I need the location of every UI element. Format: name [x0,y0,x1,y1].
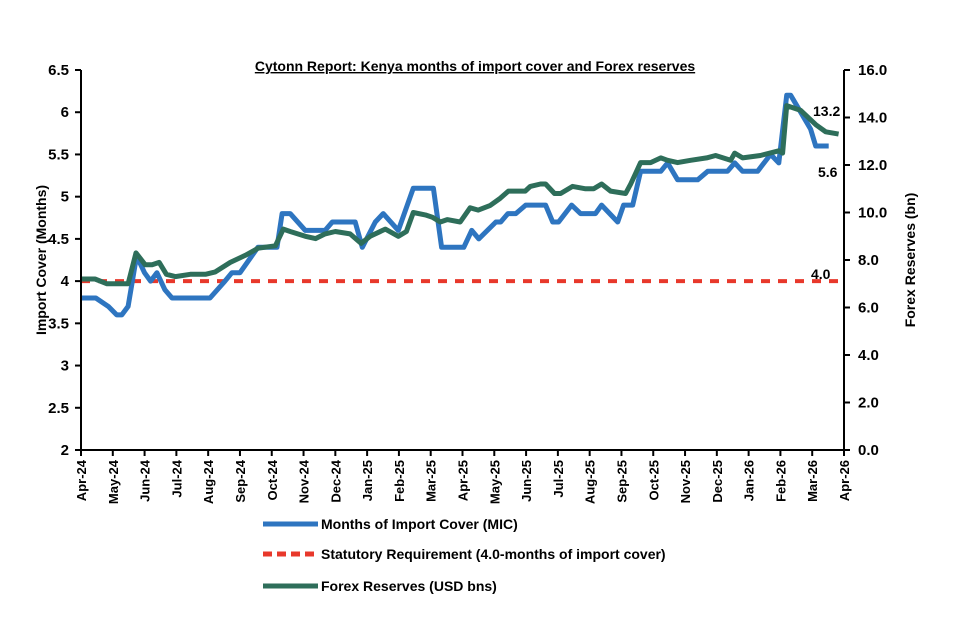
right-tick-label: 6.0 [858,300,879,317]
x-tick-label: Dec-24 [328,459,343,502]
series-lines [81,92,844,318]
x-tick-label: Feb-26 [773,460,788,502]
left-tick-label: 5 [61,189,69,206]
legend-label-mic: Months of Import Cover (MIC) [321,516,518,532]
legend-item-forex: Forex Reserves (USD bns) [263,578,497,594]
legend-item-mic: Months of Import Cover (MIC) [263,516,518,532]
x-tick-label: Jan-26 [742,460,757,501]
x-tick-label: Jan-25 [360,460,375,501]
x-tick-label: Aug-24 [201,459,216,504]
left-axis-title: Import Cover (Months) [33,185,49,335]
x-tick-label: Feb-25 [392,460,407,502]
x-tick-label: Sep-25 [614,460,629,503]
right-axis-title: Forex Reserves (bn) [902,193,918,328]
left-tick-label: 4.5 [48,231,69,248]
left-tick-label: 6 [61,104,69,121]
left-tick-label: 6.5 [48,62,69,79]
x-axis-ticks: Apr-24 May-24 Jun-24 Jul-24 Aug-24 Sep-24 Oct-… [74,450,852,504]
x-tick-label: Oct-24 [265,459,280,500]
x-tick-label: Jun-24 [138,459,153,502]
legend-label-statutory: Statutory Requirement (4.0-months of imp… [321,546,666,562]
x-tick-label: Oct-25 [646,460,661,500]
x-tick-label: Aug-25 [583,460,598,504]
right-tick-label: 0.0 [858,442,879,459]
x-tick-label: Sep-24 [233,459,248,502]
left-tick-label: 2.5 [48,400,69,417]
left-tick-label: 5.5 [48,146,69,163]
x-tick-label: Nov-25 [678,460,693,503]
legend: Months of Import Cover (MIC) Statutory R… [263,516,666,594]
axes [80,70,845,451]
x-tick-label: Mar-26 [805,460,820,502]
left-tick-label: 3 [61,358,69,375]
legend-item-statutory: Statutory Requirement (4.0-months of imp… [263,546,666,562]
right-axis-ticks: 0.0 2.0 4.0 6.0 8.0 10.0 12.0 14.0 16.0 [844,62,887,459]
right-tick-label: 14.0 [858,110,887,127]
annotation-statutory: 4.0 [811,266,831,282]
left-axis-ticks: 2 2.5 3 3.5 4 4.5 5 5.5 6 6.5 [48,62,81,459]
x-tick-label: Jul-24 [169,459,184,497]
x-tick-label: Jul-25 [551,460,566,498]
x-tick-label: Mar-25 [424,460,439,502]
x-tick-label: May-25 [487,460,502,504]
annotation-forex-last: 13.2 [813,103,840,119]
x-tick-label: Dec-25 [710,460,725,503]
x-tick-label: Nov-24 [297,459,312,503]
left-tick-label: 2 [61,442,69,459]
right-tick-label: 2.0 [858,395,879,412]
right-tick-label: 16.0 [858,62,887,79]
annotation-mic-last: 5.6 [818,164,838,180]
series-line-0 [81,92,829,318]
x-tick-label: Jun-25 [519,460,534,502]
x-tick-label: May-24 [106,459,121,504]
series-line-2 [81,103,840,287]
legend-label-forex: Forex Reserves (USD bns) [321,578,497,594]
right-tick-label: 4.0 [858,347,879,364]
x-tick-label: Apr-25 [456,460,471,501]
right-tick-label: 8.0 [858,252,879,269]
left-tick-label: 3.5 [48,315,69,332]
x-tick-label: Apr-26 [837,460,852,501]
right-tick-label: 12.0 [858,157,887,174]
left-tick-label: 4 [61,273,70,290]
chart-title: Cytonn Report: Kenya months of import co… [255,58,696,74]
right-tick-label: 10.0 [858,205,887,222]
x-tick-label: Apr-24 [74,459,89,501]
